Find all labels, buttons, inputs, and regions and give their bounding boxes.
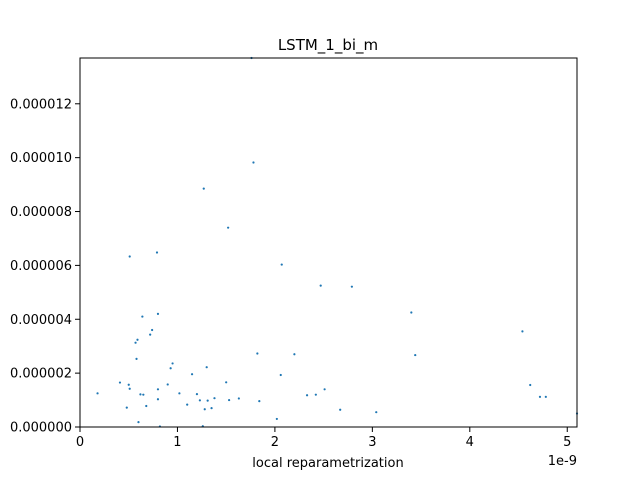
data-point <box>252 161 255 164</box>
data-point <box>128 387 131 390</box>
y-tick-label: 0.000012 <box>10 97 72 112</box>
x-axis-offset-text: 1e-9 <box>548 454 577 469</box>
data-point <box>96 392 99 395</box>
y-tick-label: 0.000004 <box>10 313 72 328</box>
data-point <box>156 398 160 401</box>
data-point <box>213 397 216 400</box>
x-tick-label: 3 <box>368 435 376 450</box>
data-point <box>538 395 542 398</box>
data-point <box>142 393 145 396</box>
data-point <box>521 330 524 333</box>
data-point <box>169 367 172 370</box>
data-point <box>227 226 230 229</box>
data-point <box>135 357 138 360</box>
x-tick-label: 0 <box>76 435 84 450</box>
data-point <box>206 399 209 402</box>
data-point <box>279 373 282 377</box>
y-tick-label: 0.000002 <box>10 367 72 382</box>
data-point <box>305 394 309 397</box>
data-point <box>203 408 206 411</box>
data-point <box>134 341 137 344</box>
data-point <box>155 251 159 254</box>
data-point <box>145 404 148 408</box>
data-point <box>210 407 213 410</box>
data-point <box>156 388 160 391</box>
data-point <box>128 255 131 258</box>
data-point <box>319 284 322 287</box>
data-point <box>375 411 378 414</box>
data-point <box>258 400 261 403</box>
data-point <box>202 187 205 190</box>
data-point <box>414 353 417 357</box>
data-point <box>293 353 296 356</box>
data-point <box>136 338 139 341</box>
data-point <box>256 352 259 355</box>
data-point <box>339 408 342 411</box>
data-point <box>280 263 283 266</box>
data-point <box>139 393 142 396</box>
chart-title: LSTM_1_bi_m <box>278 36 378 55</box>
data-point <box>237 397 240 400</box>
data-point <box>529 383 532 387</box>
x-tick-label: 1 <box>173 435 181 450</box>
data-point <box>225 381 228 384</box>
x-tick-label: 4 <box>466 435 474 450</box>
data-point <box>171 362 174 365</box>
data-point <box>198 399 201 402</box>
data-point <box>186 403 189 406</box>
x-axis-label: local reparametrization <box>252 456 403 471</box>
data-point <box>141 315 144 318</box>
data-point <box>151 328 154 332</box>
data-point <box>127 383 130 386</box>
plot-frame <box>79 57 578 428</box>
x-axis: 0 1 2 3 4 5 <box>76 427 571 450</box>
y-tick-label: 0.000010 <box>10 151 72 166</box>
data-point <box>118 381 122 384</box>
data-point <box>275 417 278 421</box>
data-point <box>166 383 169 386</box>
y-axis: 0.000000 0.000002 0.000004 0.000006 0.000008… <box>10 97 80 436</box>
y-tick-label: 0.000008 <box>10 205 72 220</box>
data-point <box>350 285 353 288</box>
data-point <box>156 312 160 315</box>
data-point <box>228 398 231 402</box>
y-tick-label: 0.000000 <box>10 421 72 436</box>
data-point <box>544 395 547 398</box>
data-point <box>205 366 208 369</box>
data-point <box>190 373 194 376</box>
data-point <box>149 333 152 336</box>
y-tick-label: 0.000006 <box>10 259 72 274</box>
data-point <box>323 388 326 391</box>
x-tick-label: 2 <box>271 435 279 450</box>
data-point <box>178 392 181 395</box>
x-tick-label: 5 <box>563 435 571 450</box>
data-point <box>137 421 140 424</box>
data-point <box>125 406 128 409</box>
data-point <box>314 393 317 396</box>
data-point <box>195 393 199 396</box>
data-point <box>410 311 413 314</box>
